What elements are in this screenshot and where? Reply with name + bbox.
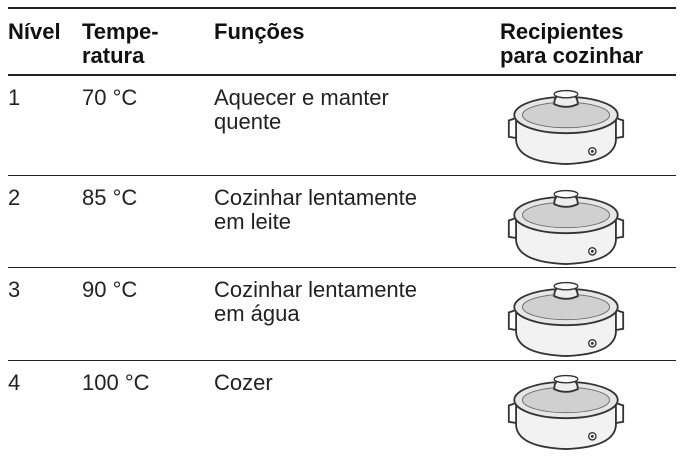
body-cell: 4 — [8, 370, 21, 395]
body-cell: Aquecer e manter quente — [214, 85, 389, 134]
pot-icon — [507, 374, 625, 450]
pot-icon — [507, 281, 625, 357]
body-cell: 85 °C — [82, 185, 138, 210]
top-rule — [8, 7, 676, 9]
header-cell: Funções — [214, 19, 305, 44]
pot-icon — [507, 89, 625, 165]
header-cell: Tempe- ratura — [82, 19, 159, 68]
header-cell: Recipientes para cozinhar — [500, 19, 644, 68]
body-cell: Cozinhar lentamente em água — [214, 277, 418, 326]
header-rule — [8, 74, 676, 76]
body-cell: 3 — [8, 277, 21, 302]
row-rule — [8, 360, 676, 361]
header-cell: Nível — [8, 19, 61, 44]
body-cell: 70 °C — [82, 85, 138, 110]
body-cell: 100 °C — [82, 370, 150, 395]
row-rule — [8, 175, 676, 176]
pot-icon — [507, 189, 625, 265]
body-cell: Cozer — [214, 370, 273, 395]
body-cell: 1 — [8, 85, 21, 110]
row-rule — [8, 267, 676, 268]
body-cell: Cozinhar lentamente em leite — [214, 185, 418, 234]
body-cell: 2 — [8, 185, 21, 210]
body-cell: 90 °C — [82, 277, 138, 302]
